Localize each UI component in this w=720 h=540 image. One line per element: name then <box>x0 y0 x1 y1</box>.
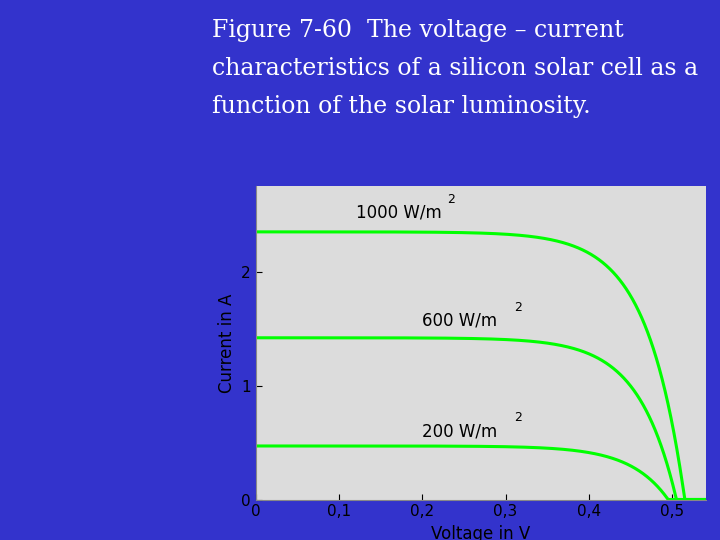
Text: characteristics of a silicon solar cell as a: characteristics of a silicon solar cell … <box>212 57 698 80</box>
Text: 1000 W/m: 1000 W/m <box>356 204 441 221</box>
Y-axis label: Current in A: Current in A <box>217 293 235 393</box>
Text: 2: 2 <box>447 193 455 206</box>
Text: 200 W/m: 200 W/m <box>422 422 498 440</box>
Text: function of the solar luminosity.: function of the solar luminosity. <box>212 94 591 118</box>
Text: 600 W/m: 600 W/m <box>422 312 498 330</box>
Text: Figure 7-60  The voltage – current: Figure 7-60 The voltage – current <box>212 19 624 42</box>
Text: 2: 2 <box>514 411 522 424</box>
Text: 2: 2 <box>514 301 522 314</box>
X-axis label: Voltage in V: Voltage in V <box>431 525 530 540</box>
